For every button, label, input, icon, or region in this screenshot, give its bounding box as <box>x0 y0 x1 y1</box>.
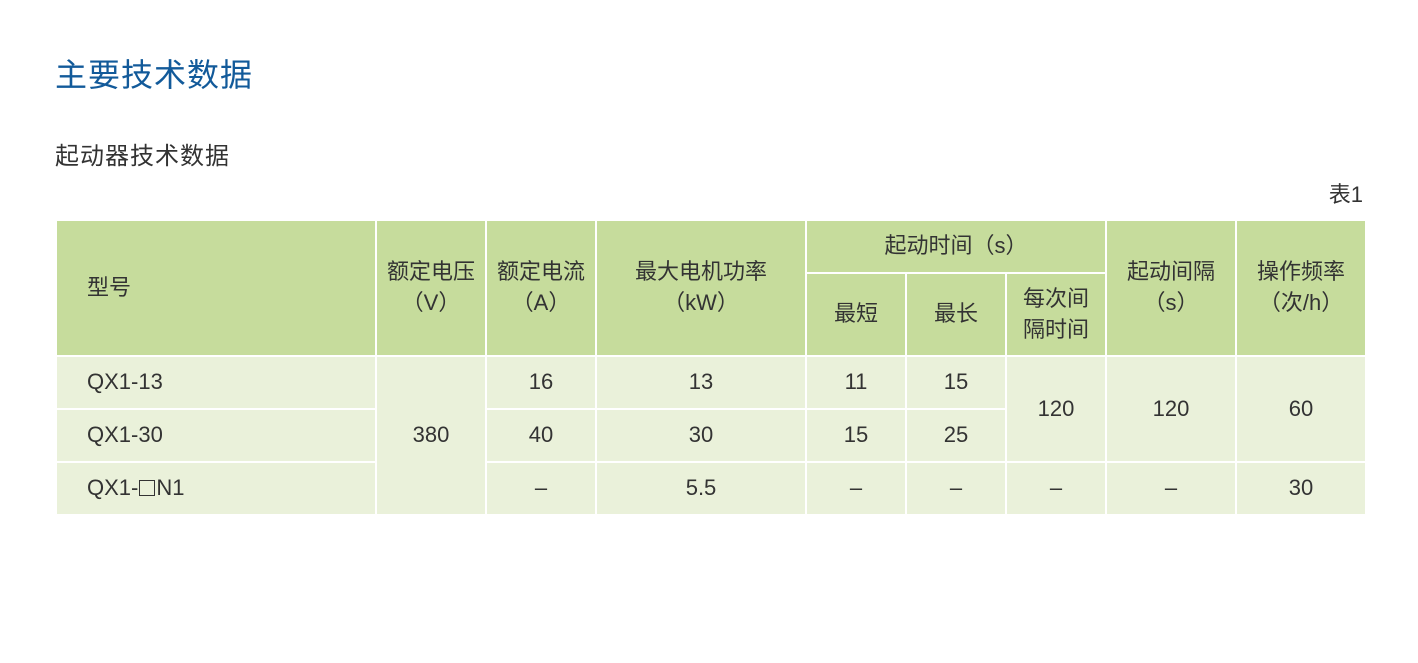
cell-rated-current: – <box>486 462 596 515</box>
cell-start-max: – <box>906 462 1006 515</box>
cell-op-freq: 60 <box>1236 356 1366 462</box>
th-start-min: 最短 <box>806 273 906 357</box>
cell-start-min: – <box>806 462 906 515</box>
table-row: QX1-13 380 16 13 11 15 120 120 60 <box>56 356 1366 409</box>
cell-rated-current: 40 <box>486 409 596 462</box>
cell-start-min: 11 <box>806 356 906 409</box>
cell-start-min: 15 <box>806 409 906 462</box>
cell-max-power: 13 <box>596 356 806 409</box>
cell-rated-current: 16 <box>486 356 596 409</box>
cell-start-interval: 120 <box>1006 356 1106 462</box>
cell-model-prefix: QX1- <box>87 475 138 500</box>
cell-op-freq: 30 <box>1236 462 1366 515</box>
cell-start-gap: 120 <box>1106 356 1236 462</box>
cell-start-gap: – <box>1106 462 1236 515</box>
th-model: 型号 <box>56 220 376 356</box>
table-label: 表1 <box>55 177 1363 209</box>
cell-start-max: 15 <box>906 356 1006 409</box>
th-start-max: 最长 <box>906 273 1006 357</box>
th-start-gap: 起动间隔（s） <box>1106 220 1236 356</box>
cell-model: QX1- N1 <box>56 462 376 515</box>
table-row: QX1- N1 – 5.5 – – – – 30 <box>56 462 1366 515</box>
square-icon <box>139 480 155 496</box>
table-body: QX1-13 380 16 13 11 15 120 120 60 QX1-30… <box>56 356 1366 514</box>
sub-title: 起动器技术数据 <box>55 136 1363 171</box>
main-title: 主要技术数据 <box>55 50 1363 96</box>
th-rated-current: 额定电流（A） <box>486 220 596 356</box>
cell-model: QX1-30 <box>56 409 376 462</box>
cell-model-suffix: N1 <box>156 475 184 500</box>
spec-table: 型号 额定电压（V） 额定电流（A） 最大电机功率（kW） 起动时间（s） 起动… <box>55 219 1367 516</box>
th-rated-voltage: 额定电压（V） <box>376 220 486 356</box>
th-max-power: 最大电机功率（kW） <box>596 220 806 356</box>
cell-start-max: 25 <box>906 409 1006 462</box>
table-head: 型号 额定电压（V） 额定电流（A） 最大电机功率（kW） 起动时间（s） 起动… <box>56 220 1366 356</box>
cell-start-interval: – <box>1006 462 1106 515</box>
cell-rated-voltage: 380 <box>376 356 486 514</box>
cell-max-power: 5.5 <box>596 462 806 515</box>
th-start-interval: 每次间隔时间 <box>1006 273 1106 357</box>
cell-max-power: 30 <box>596 409 806 462</box>
cell-model: QX1-13 <box>56 356 376 409</box>
th-start-time-group: 起动时间（s） <box>806 220 1106 273</box>
th-op-freq: 操作频率（次/h） <box>1236 220 1366 356</box>
